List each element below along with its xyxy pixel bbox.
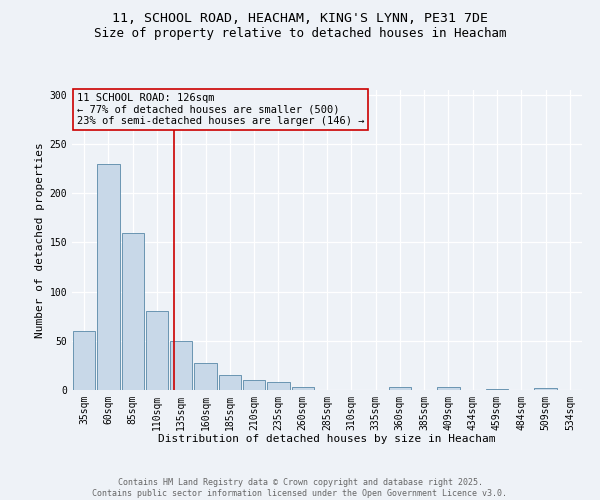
- Bar: [437, 387, 460, 390]
- Text: 11, SCHOOL ROAD, HEACHAM, KING'S LYNN, PE31 7DE: 11, SCHOOL ROAD, HEACHAM, KING'S LYNN, P…: [112, 12, 488, 26]
- Bar: [146, 312, 168, 390]
- Bar: [97, 164, 119, 390]
- Text: 11 SCHOOL ROAD: 126sqm
← 77% of detached houses are smaller (500)
23% of semi-de: 11 SCHOOL ROAD: 126sqm ← 77% of detached…: [77, 93, 365, 126]
- Bar: [292, 387, 314, 390]
- Bar: [170, 341, 193, 390]
- Bar: [73, 331, 95, 390]
- Y-axis label: Number of detached properties: Number of detached properties: [35, 142, 46, 338]
- Bar: [389, 387, 411, 390]
- Bar: [535, 388, 557, 390]
- Bar: [243, 380, 265, 390]
- Bar: [218, 375, 241, 390]
- Bar: [194, 364, 217, 390]
- X-axis label: Distribution of detached houses by size in Heacham: Distribution of detached houses by size …: [158, 434, 496, 444]
- Text: Size of property relative to detached houses in Heacham: Size of property relative to detached ho…: [94, 28, 506, 40]
- Bar: [122, 232, 144, 390]
- Bar: [486, 389, 508, 390]
- Text: Contains HM Land Registry data © Crown copyright and database right 2025.
Contai: Contains HM Land Registry data © Crown c…: [92, 478, 508, 498]
- Bar: [267, 382, 290, 390]
